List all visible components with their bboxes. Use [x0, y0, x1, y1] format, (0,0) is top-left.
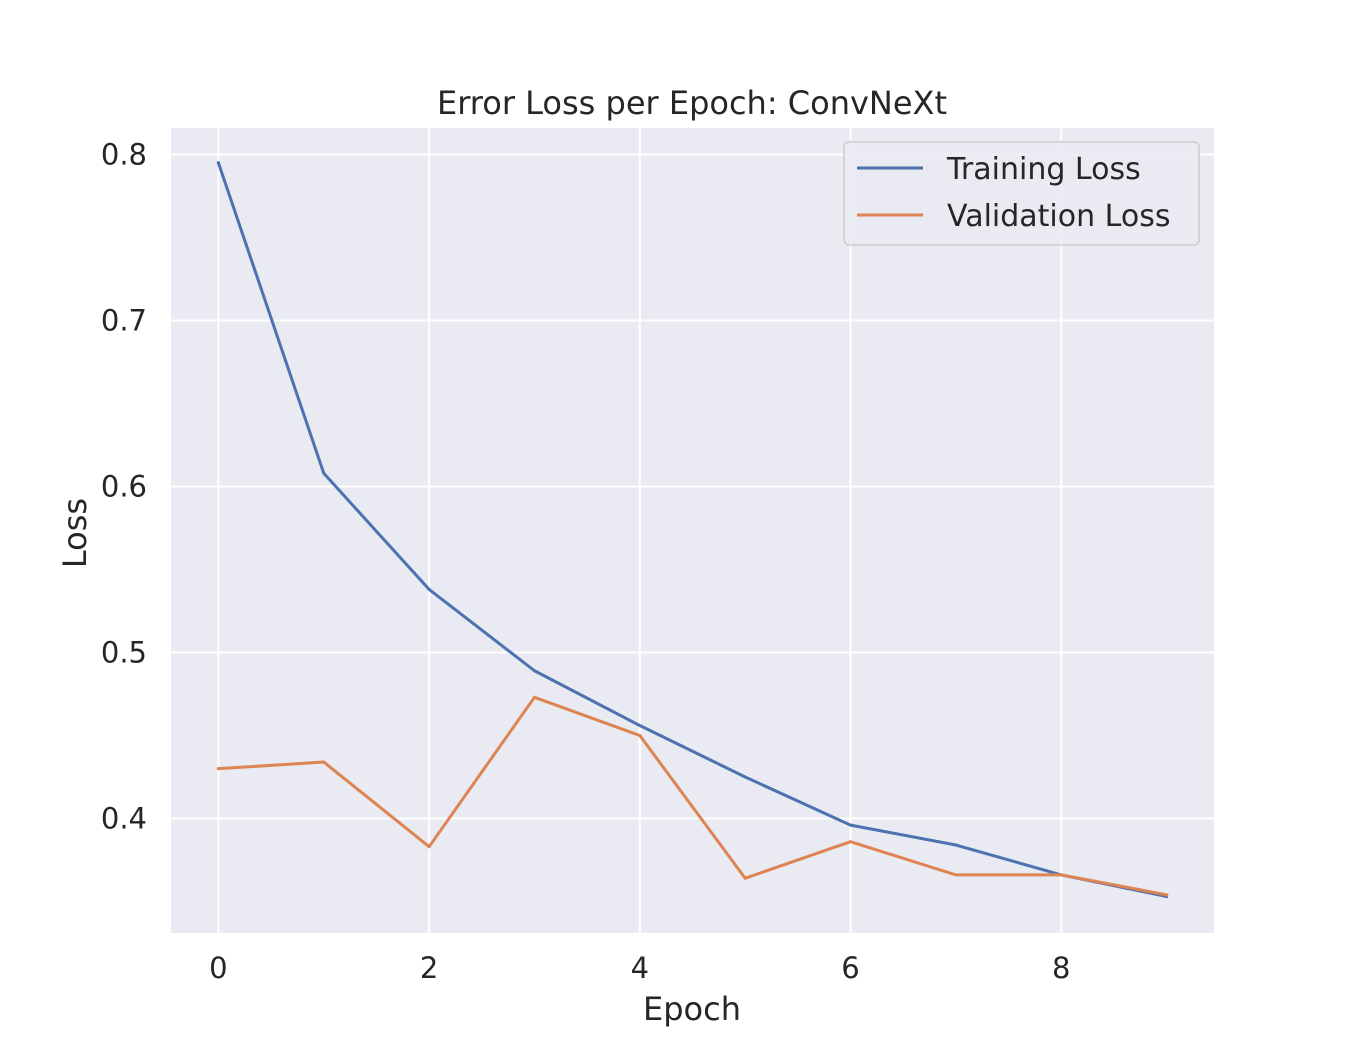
data-point-1-0 [216, 767, 220, 771]
x-tick-label: 0 [209, 951, 227, 985]
chart-title: Error Loss per Epoch: ConvNeXt [437, 84, 947, 122]
data-point-1-8 [1059, 873, 1063, 877]
data-point-0-2 [427, 587, 431, 591]
tick-labels: 0 2 4 6 8 0.4 0.5 0.6 0.7 0.8 [101, 138, 1071, 985]
y-tick-label: 0.5 [101, 635, 147, 669]
data-point-1-4 [638, 733, 642, 737]
data-point-0-1 [322, 471, 326, 475]
series-layer [216, 160, 1169, 899]
x-tick-label: 8 [1052, 951, 1070, 985]
legend: Training Loss Validation Loss [843, 141, 1200, 246]
data-point-1-5 [743, 876, 747, 880]
data-point-1-6 [849, 840, 853, 844]
data-point-1-3 [532, 695, 536, 699]
plot-area [171, 128, 1214, 933]
x-tick-label: 6 [841, 951, 859, 985]
data-point-0-0 [216, 161, 220, 165]
y-tick-label: 0.8 [101, 138, 147, 172]
data-point-0-3 [532, 669, 536, 673]
y-tick-label: 0.4 [101, 801, 147, 835]
data-point-1-7 [954, 873, 958, 877]
data-point-1-2 [427, 845, 431, 849]
y-tick-label: 0.7 [101, 304, 147, 338]
data-point-0-5 [743, 775, 747, 779]
series-line-1 [216, 695, 1169, 897]
y-axis-label: Loss [56, 498, 94, 568]
data-point-1-9 [1165, 893, 1169, 897]
x-tick-label: 2 [420, 951, 438, 985]
data-point-0-7 [954, 843, 958, 847]
y-tick-label: 0.6 [101, 470, 147, 504]
data-point-0-4 [638, 724, 642, 728]
legend-label-1: Validation Loss [947, 199, 1170, 234]
x-axis-label: Epoch [643, 990, 741, 1028]
x-tick-label: 4 [631, 951, 649, 985]
legend-box [843, 141, 1200, 246]
data-point-1-1 [322, 760, 326, 764]
legend-label-0: Training Loss [946, 152, 1141, 187]
series-line-0 [216, 160, 1169, 899]
data-point-0-6 [849, 823, 853, 827]
